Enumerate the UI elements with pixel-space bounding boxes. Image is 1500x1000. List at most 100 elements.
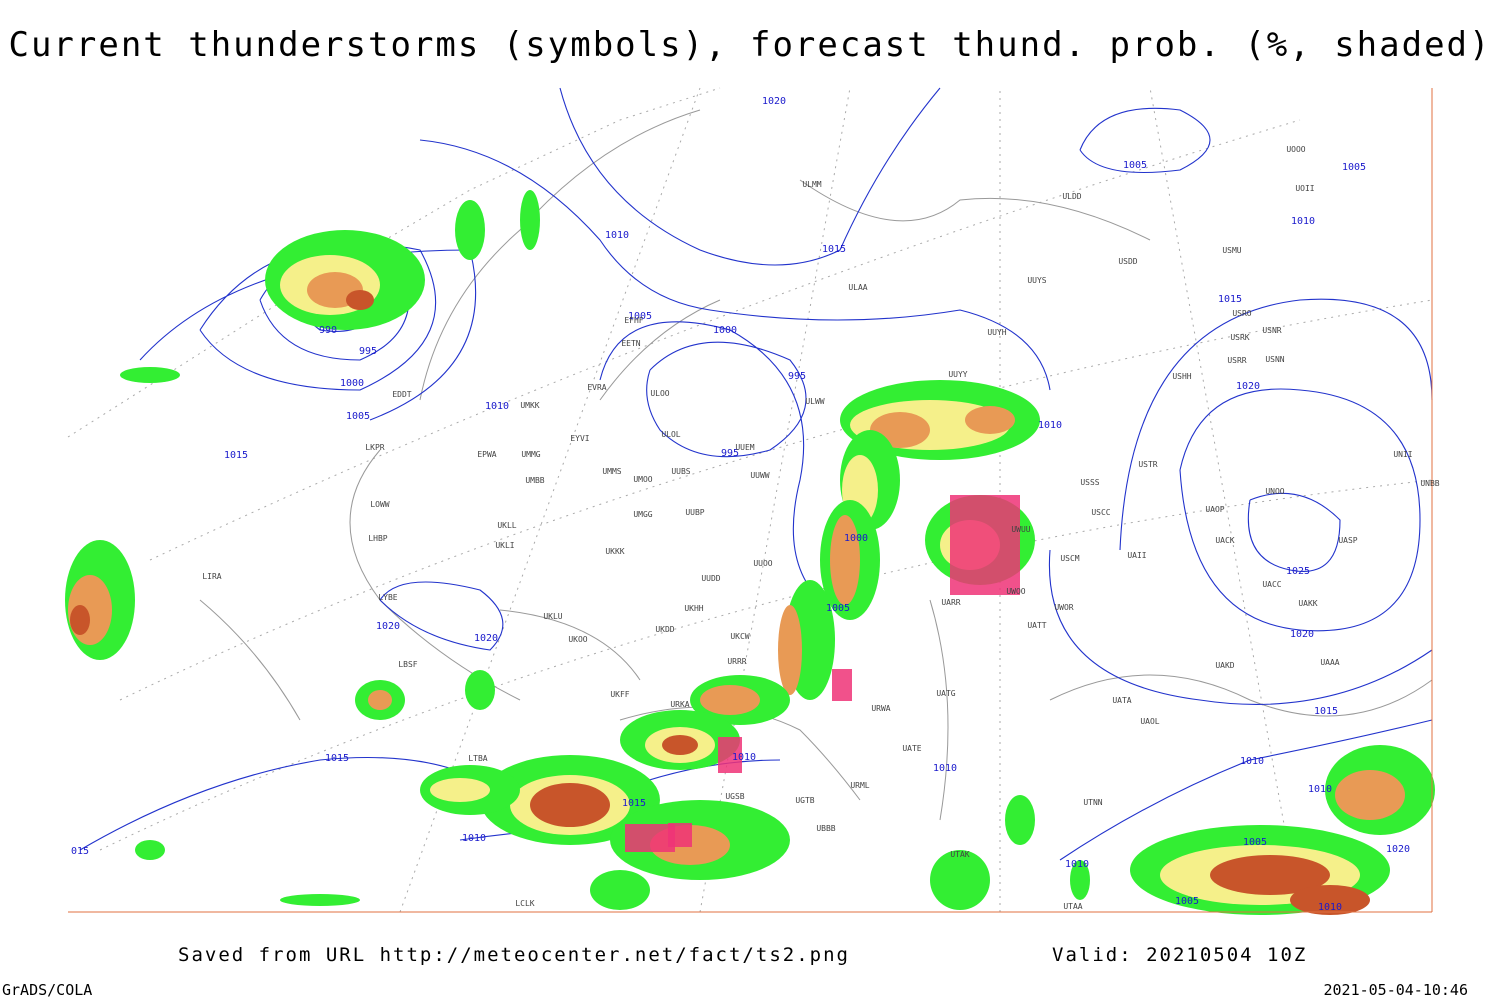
probability-area [368, 690, 392, 710]
storm-symbols [832, 669, 852, 701]
station-label: UUYY [948, 370, 967, 379]
isobar-label: 1005 [628, 311, 652, 322]
probability-area [120, 367, 180, 383]
isobar-label: 1005 [1175, 896, 1199, 907]
station-label: UWOO [1006, 587, 1025, 596]
probability-area [1290, 885, 1370, 915]
grid-edge [67, 87, 721, 438]
station-label: UAII [1127, 551, 1146, 560]
station-label: UTAA [1063, 902, 1082, 911]
station-label: USHH [1172, 372, 1191, 381]
isobar-label: 1020 [1236, 381, 1260, 392]
probability-area [830, 515, 860, 605]
isobar-label: 990 [319, 325, 337, 336]
station-label: EYVI [570, 434, 589, 443]
station-label: LCLK [515, 899, 534, 908]
station-label: UAKD [1215, 661, 1234, 670]
isobar-label: 1015 [622, 798, 646, 809]
station-label: USCM [1060, 554, 1079, 563]
map-title: Current thunderstorms (symbols), forecas… [8, 25, 1491, 65]
station-label: URRR [727, 657, 746, 666]
isobar-label: 1010 [1065, 859, 1089, 870]
station-label: UAOP [1205, 505, 1224, 514]
station-label: URML [850, 781, 869, 790]
station-label: UUDD [701, 574, 720, 583]
station-label: UAAA [1320, 658, 1339, 667]
station-label: ULOL [661, 430, 680, 439]
probability-area [465, 670, 495, 710]
station-label: UAKK [1298, 599, 1317, 608]
station-label: USNR [1262, 326, 1281, 335]
isobar-label: 1005 [1123, 160, 1147, 171]
station-label: UNOO [1265, 487, 1284, 496]
isobar-label: 1010 [1308, 784, 1332, 795]
storm-symbols [950, 495, 1020, 595]
station-label: ULDD [1062, 192, 1081, 201]
isobar-label: 1020 [762, 96, 786, 107]
station-label: UTNN [1083, 798, 1102, 807]
probability-area [590, 870, 650, 910]
station-label: LIRA [202, 572, 221, 581]
station-label: ULMM [802, 180, 821, 189]
station-label: USDD [1118, 257, 1137, 266]
station-label: EFHF [624, 316, 643, 325]
station-label: UUBP [685, 508, 704, 517]
isobar-label: 995 [721, 448, 739, 459]
probability-area [662, 735, 698, 755]
station-label: UUYS [1027, 276, 1046, 285]
station-label: UMMG [521, 450, 540, 459]
probability-area [70, 605, 90, 635]
map-area: 1020 1005 1005 1010 1010 1015 990 995 1000 1005 10… [65, 87, 1440, 915]
isobar-label: 1010 [1291, 216, 1315, 227]
station-label: UGSB [725, 792, 744, 801]
station-label: UMKK [520, 401, 539, 410]
isobar-label: 1000 [844, 533, 868, 544]
isobar-label: 1020 [474, 633, 498, 644]
station-label: UUBS [671, 467, 690, 476]
station-label: UKDD [655, 625, 674, 634]
isobar-label: 1015 [1314, 706, 1338, 717]
storm-symbols [625, 824, 675, 852]
probability-area [530, 783, 610, 827]
station-label: UOII [1295, 184, 1314, 193]
probability-area [930, 850, 990, 910]
station-label: LTBA [468, 754, 487, 763]
software-credit: GrADS/COLA [2, 981, 92, 999]
isobar-label: 1010 [605, 230, 629, 241]
station-label: UOOO [1286, 145, 1305, 154]
station-label: LYBE [378, 593, 397, 602]
station-label: UAOL [1140, 717, 1159, 726]
station-label: EPWA [477, 450, 496, 459]
station-label: UATA [1112, 696, 1131, 705]
source-url: Saved from URL http://meteocenter.net/fa… [178, 944, 850, 966]
station-label: ULAA [848, 283, 867, 292]
station-label: UKHH [684, 604, 703, 613]
station-label: UACC [1262, 580, 1281, 589]
station-label: UKOO [568, 635, 587, 644]
station-label: UGTB [795, 796, 814, 805]
storm-symbols [668, 823, 692, 847]
station-label: UMGG [633, 510, 652, 519]
station-label: ULWW [805, 397, 824, 406]
station-label: UWOR [1054, 603, 1073, 612]
probability-area [965, 406, 1015, 434]
probability-area [1335, 770, 1405, 820]
station-label: UATE [902, 744, 921, 753]
isobar-label: 1020 [1386, 844, 1410, 855]
isobar-label: 1015 [224, 450, 248, 461]
station-label: LHBP [368, 534, 387, 543]
station-label: USSS [1080, 478, 1099, 487]
station-label: LOWW [370, 500, 389, 509]
isobar-label: 1005 [346, 411, 370, 422]
isobar-label: 1005 [1342, 162, 1366, 173]
isobar-label: 1005 [826, 603, 850, 614]
station-label: ULOO [650, 389, 669, 398]
station-label: UUOO [753, 559, 772, 568]
probability-area [778, 605, 802, 695]
station-label: UMMS [602, 467, 621, 476]
station-label: USRK [1230, 333, 1249, 342]
station-label: UBBB [816, 824, 835, 833]
station-label: UUWW [750, 471, 769, 480]
station-label: UWUU [1011, 525, 1030, 534]
